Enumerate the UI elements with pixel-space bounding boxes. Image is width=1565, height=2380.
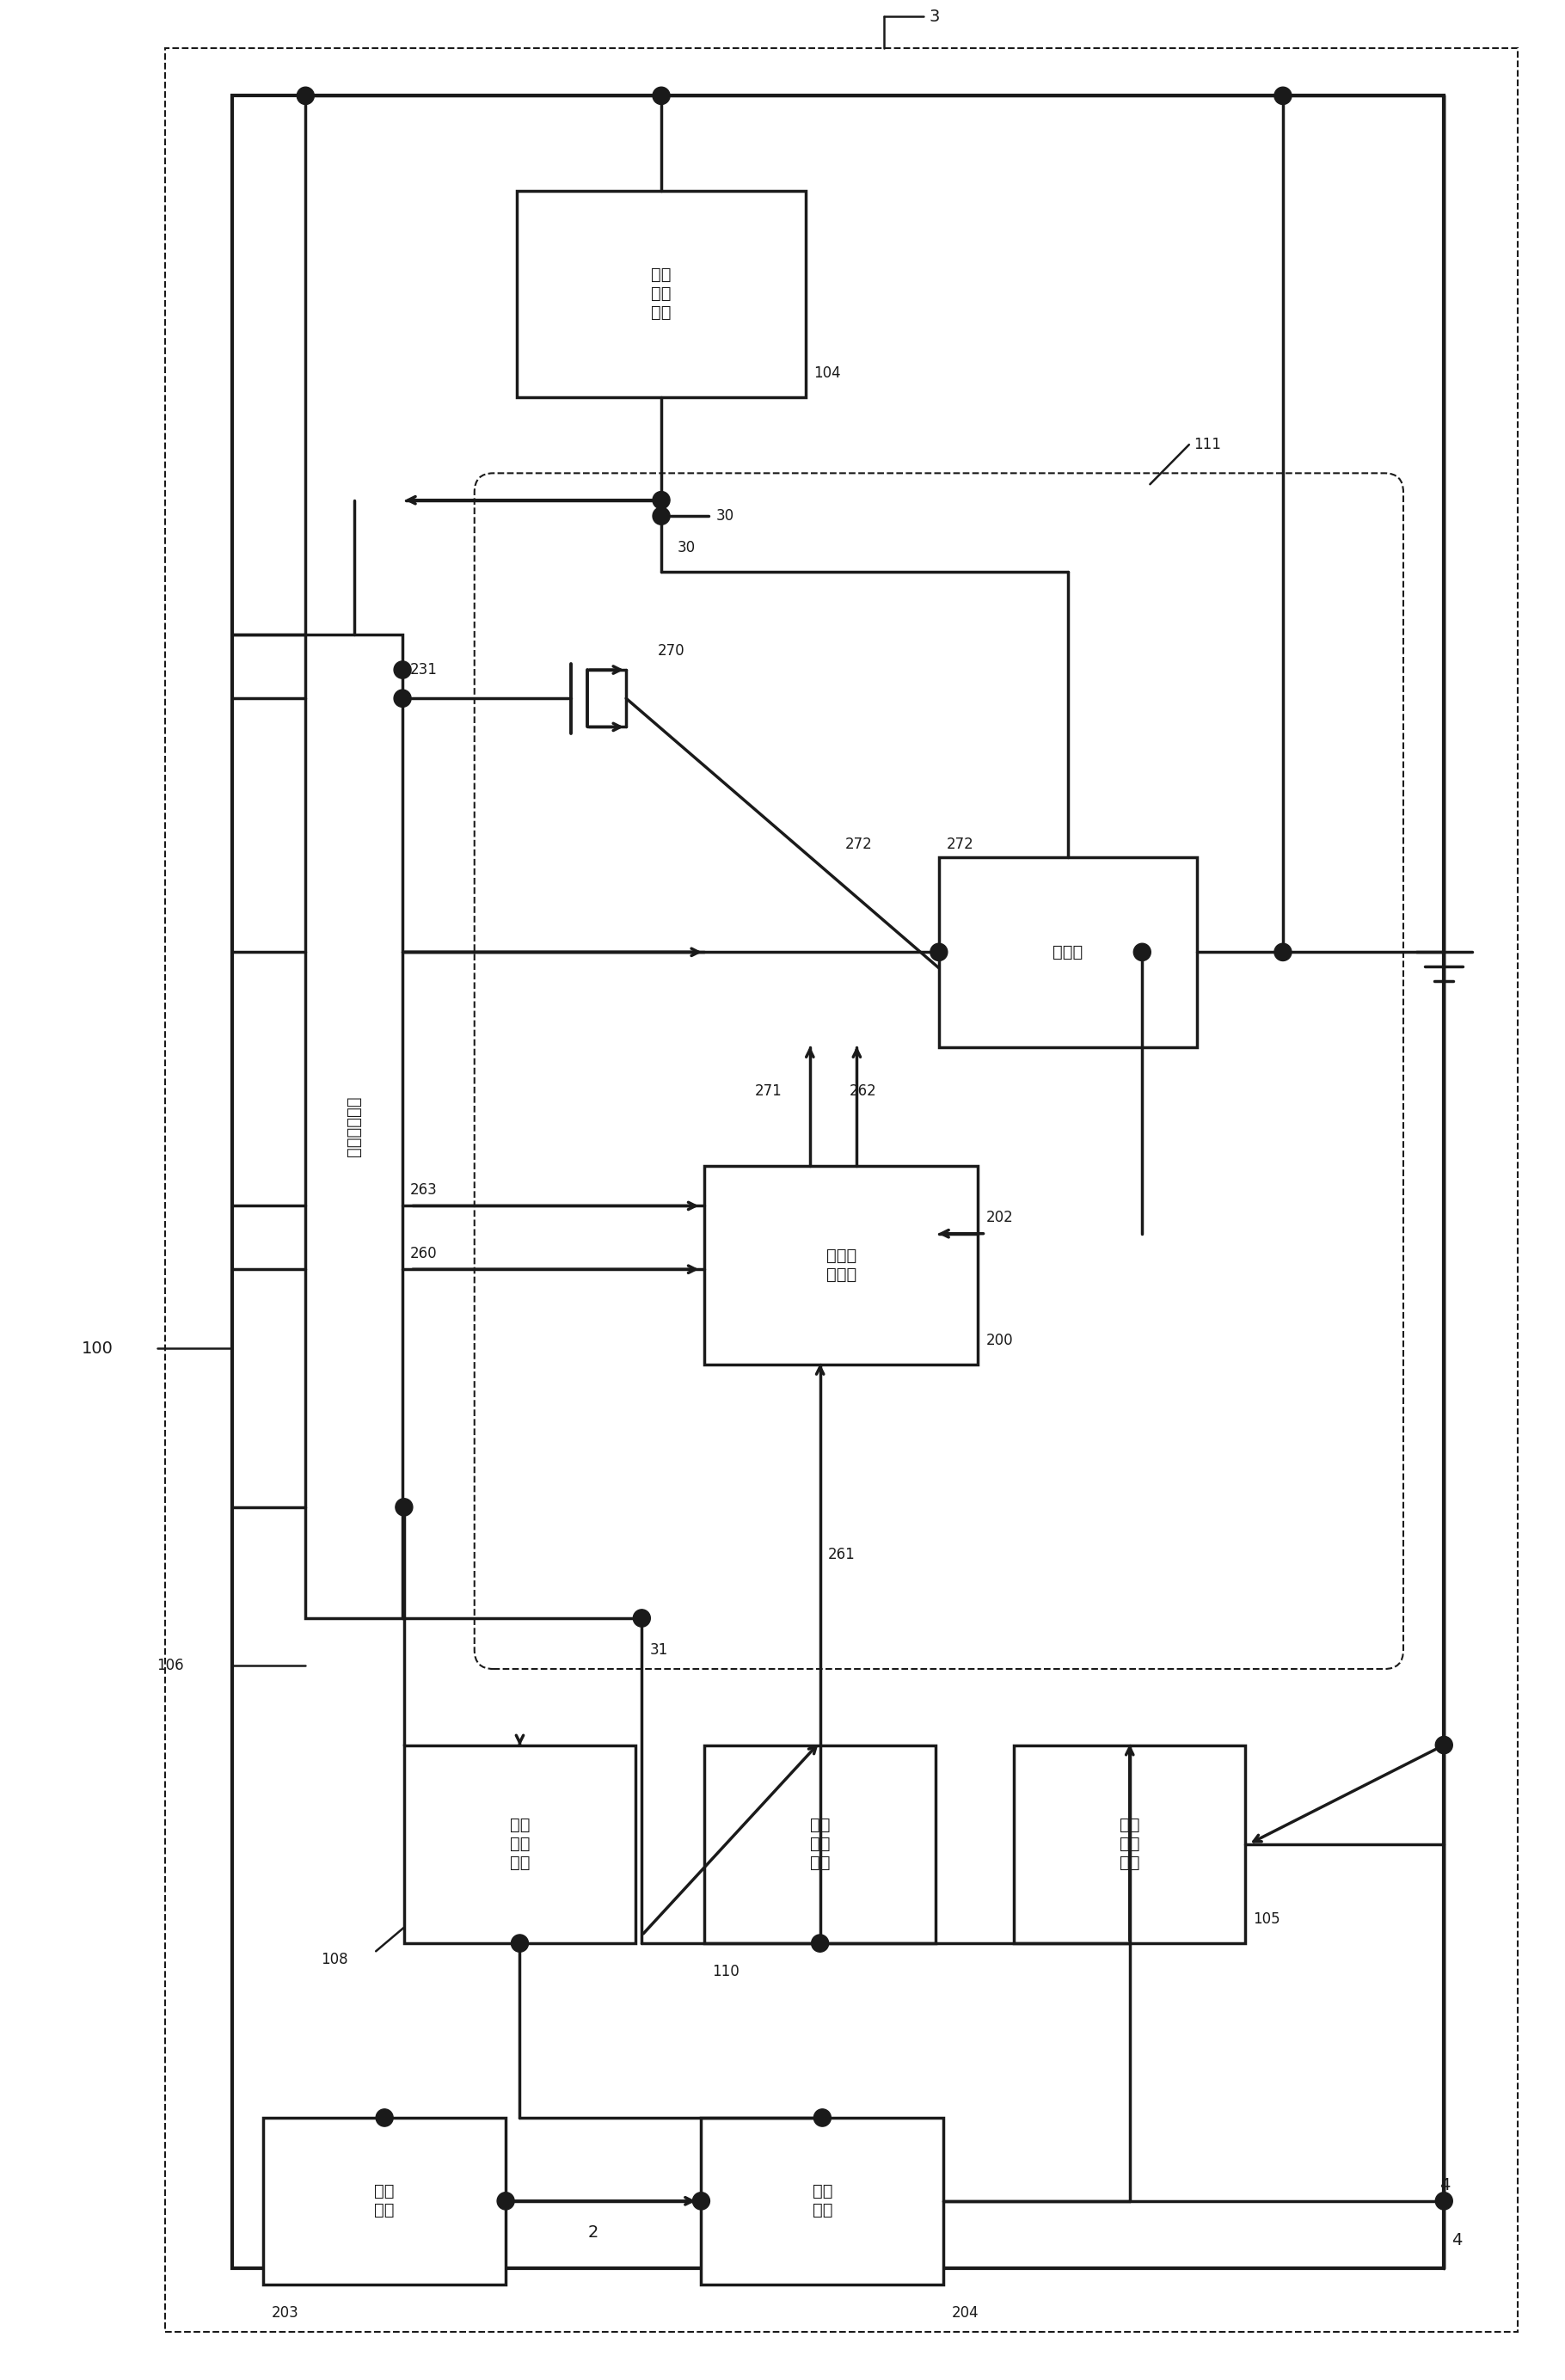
Bar	[516, 190, 806, 397]
Bar	[704, 1745, 936, 1944]
Text: 108: 108	[321, 1952, 349, 1966]
Text: 发火
控制
电路: 发火 控制 电路	[1119, 1816, 1139, 1871]
Text: 260: 260	[410, 1245, 438, 1261]
Text: 200: 200	[986, 1333, 1013, 1349]
Text: 105: 105	[1254, 1911, 1280, 1928]
Circle shape	[634, 1609, 651, 1628]
Circle shape	[1435, 1737, 1452, 1754]
Circle shape	[653, 88, 670, 105]
Circle shape	[394, 662, 412, 678]
Text: 检测控
制电路: 检测控 制电路	[826, 1247, 856, 1283]
Text: 充电
控制
电路: 充电 控制 电路	[811, 1816, 829, 1871]
Text: 30: 30	[678, 540, 695, 555]
Circle shape	[376, 2109, 393, 2125]
Text: 2: 2	[588, 2225, 598, 2242]
Text: 电源
管理
电路: 电源 管理 电路	[651, 267, 671, 321]
Circle shape	[396, 1499, 413, 1516]
Circle shape	[1274, 942, 1291, 962]
Circle shape	[930, 942, 947, 962]
Text: 202: 202	[986, 1209, 1013, 1226]
Bar	[232, 95, 1444, 2268]
Text: 106: 106	[156, 1659, 185, 1673]
Text: 262: 262	[848, 1083, 876, 1100]
Text: 204: 204	[952, 2306, 978, 2320]
Bar	[164, 48, 1518, 2332]
Bar	[263, 2118, 505, 2285]
Circle shape	[1435, 2192, 1452, 2209]
Text: 安全
放电
电路: 安全 放电 电路	[510, 1816, 531, 1871]
Circle shape	[653, 490, 670, 509]
Bar	[305, 635, 402, 1618]
Circle shape	[498, 2192, 515, 2209]
Bar	[701, 2118, 944, 2285]
Text: 271: 271	[756, 1083, 782, 1100]
Text: 4: 4	[1440, 2178, 1449, 2194]
Text: 逻辑控制电路: 逻辑控制电路	[346, 1097, 362, 1157]
Bar	[939, 857, 1197, 1047]
Text: 111: 111	[1194, 438, 1221, 452]
Text: 231: 231	[410, 662, 438, 678]
Text: 270: 270	[657, 643, 684, 659]
Text: 点火
装置: 点火 装置	[812, 2182, 833, 2218]
Circle shape	[394, 690, 412, 707]
Text: 30: 30	[717, 509, 734, 524]
Circle shape	[693, 2192, 711, 2209]
Circle shape	[512, 1935, 529, 1952]
Text: 比较器: 比较器	[1053, 945, 1083, 959]
Text: 100: 100	[81, 1340, 114, 1357]
Text: 31: 31	[649, 1642, 668, 1656]
Bar	[404, 1745, 635, 1944]
Text: 263: 263	[410, 1183, 438, 1197]
Circle shape	[1274, 88, 1291, 105]
Text: 104: 104	[814, 367, 840, 381]
Text: 储能
装置: 储能 装置	[374, 2182, 394, 2218]
Text: 203: 203	[271, 2306, 299, 2320]
Circle shape	[811, 1935, 828, 1952]
Circle shape	[814, 2109, 831, 2125]
Text: 4: 4	[1452, 2232, 1462, 2249]
Text: 3: 3	[930, 7, 941, 24]
Circle shape	[297, 88, 315, 105]
Text: 272: 272	[845, 835, 872, 852]
Circle shape	[653, 507, 670, 524]
Text: 261: 261	[828, 1547, 854, 1564]
Text: 110: 110	[712, 1964, 739, 1980]
Bar	[1014, 1745, 1246, 1944]
Text: 272: 272	[947, 835, 973, 852]
Circle shape	[1133, 942, 1150, 962]
Bar	[704, 1166, 978, 1364]
